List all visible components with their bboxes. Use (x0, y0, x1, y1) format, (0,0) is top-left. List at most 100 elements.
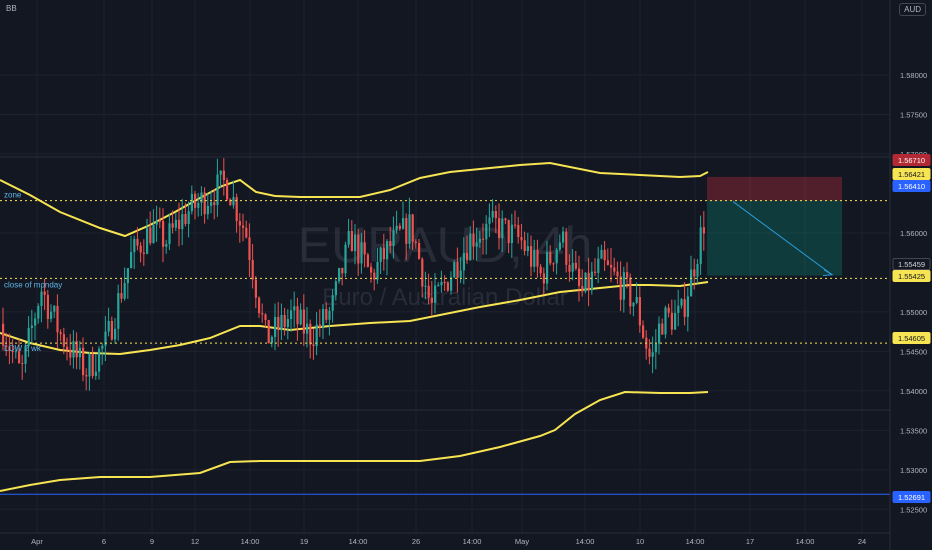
candle-body (235, 197, 238, 221)
candle-body (190, 193, 193, 212)
candle (574, 250, 577, 271)
candle-body (174, 219, 177, 228)
candle-body (40, 291, 43, 306)
candle-body (699, 227, 702, 265)
candle-body (232, 197, 235, 206)
price-label-text: 1.55425 (898, 272, 925, 281)
candle-body (152, 224, 155, 244)
short-position-tool[interactable] (707, 176, 842, 277)
candle-body (149, 227, 152, 244)
candle (552, 262, 555, 272)
price-tick-label: 1.52500 (900, 505, 927, 514)
candle (661, 318, 664, 335)
currency-button[interactable]: AUD (899, 3, 926, 16)
candle (571, 249, 574, 281)
candle (133, 235, 136, 269)
candle (238, 213, 241, 243)
candle-body (69, 349, 72, 358)
candlesticks (2, 158, 705, 391)
take-profit-zone (707, 200, 842, 276)
candle-body (261, 313, 264, 315)
candle (408, 197, 411, 249)
candle (142, 239, 145, 266)
projection-arrow (732, 201, 833, 276)
candle (210, 190, 213, 214)
candle-body (2, 323, 5, 346)
price-tick-label: 1.54000 (900, 387, 927, 396)
candle (171, 210, 174, 234)
time-axis[interactable]: Apr 6 9 12 14:00 19 14:00 26 14:00 May 14:00 10 14:0… (0, 532, 890, 546)
candle (507, 219, 510, 254)
candle (325, 302, 328, 324)
candle (312, 328, 315, 360)
candle (485, 215, 488, 255)
candle (683, 282, 686, 326)
price-tick-label: 1.55000 (900, 308, 927, 317)
candle-body (222, 170, 225, 181)
candle-body (414, 241, 417, 243)
candle (251, 243, 254, 289)
candle (389, 226, 392, 254)
candle-body (408, 214, 411, 244)
candle-body (341, 267, 344, 274)
candle (558, 234, 561, 252)
candle-body (254, 279, 257, 298)
price-tick-label: 1.58000 (900, 71, 927, 80)
candle-body (514, 224, 517, 226)
candle-body (658, 323, 661, 344)
candle-body (178, 219, 181, 230)
candle-body (94, 371, 97, 377)
candle (501, 210, 504, 252)
time-tick-label: 26 (412, 537, 420, 546)
candle-body (11, 350, 14, 353)
candle-body (88, 353, 91, 377)
candle (363, 230, 366, 268)
candle-body (667, 307, 670, 313)
horizontal-lines[interactable]: zone close of monday LOW 2 wk (0, 191, 890, 495)
candle-body (85, 375, 88, 377)
candle (469, 226, 472, 261)
candle (616, 261, 619, 285)
hline-label-zone: zone (4, 191, 22, 200)
candle-body (453, 262, 456, 278)
candle (366, 252, 369, 268)
candle-body (430, 297, 433, 303)
candle (229, 198, 232, 206)
candle-body (334, 281, 337, 296)
candle-body (571, 262, 574, 272)
price-label-bg (892, 154, 931, 166)
candle (104, 316, 107, 362)
candle-body (546, 252, 549, 284)
candle (395, 210, 398, 234)
candle-body (18, 351, 21, 364)
candle-body (197, 202, 200, 208)
candle (24, 343, 27, 373)
candle-body (402, 218, 405, 229)
candle-body (597, 258, 600, 273)
candle-body (626, 272, 629, 278)
stop-loss-zone (707, 176, 842, 201)
candle-body (8, 346, 11, 351)
candle-body (680, 299, 683, 306)
price-tick-label: 1.53000 (900, 466, 927, 475)
candle-body (450, 277, 453, 291)
candle-body (373, 272, 376, 280)
candle (232, 180, 235, 209)
candle-body (686, 296, 689, 317)
candle (603, 241, 606, 271)
candle (667, 303, 670, 318)
time-tick-label: 14:00 (241, 537, 260, 546)
watermark-symbol: EURAUD, 4h (298, 217, 593, 273)
candle-body (498, 218, 501, 239)
candle (402, 201, 405, 230)
candle (283, 307, 286, 336)
candle (386, 239, 389, 276)
candle-body (30, 325, 33, 329)
candle (597, 246, 600, 283)
indicator-label[interactable]: BB (6, 4, 17, 13)
price-label-text: 1.54605 (898, 334, 925, 343)
candle-body (520, 236, 523, 241)
candle-body (581, 286, 584, 292)
candle-body (264, 314, 267, 320)
